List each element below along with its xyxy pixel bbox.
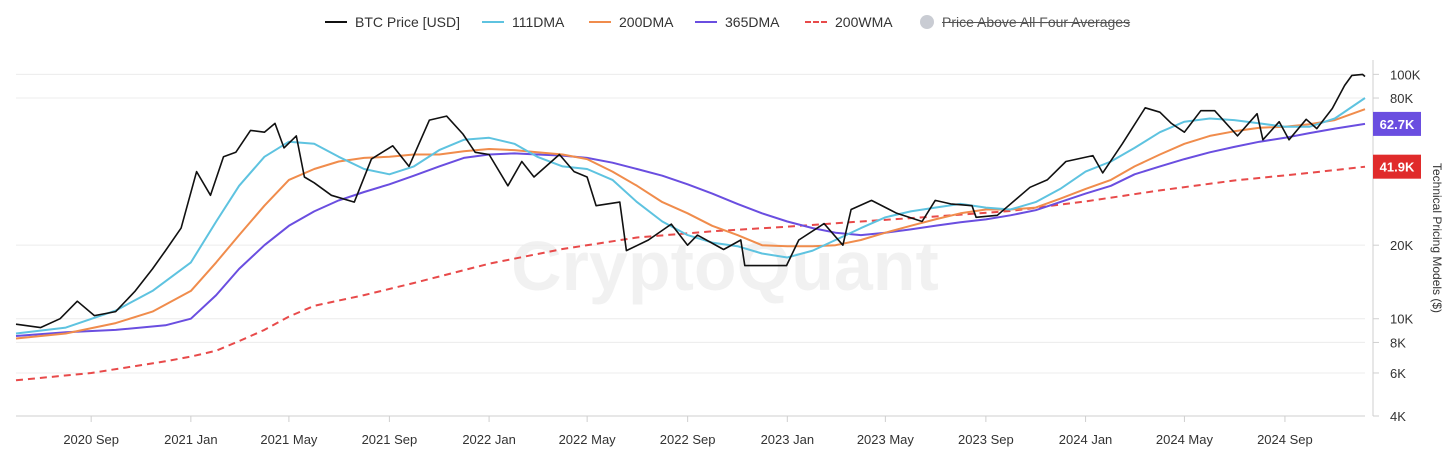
- legend-item-price-above-averages[interactable]: Price Above All Four Averages: [920, 14, 1130, 30]
- value-tag-box: [1373, 154, 1421, 179]
- series-line-111dma: [15, 97, 1366, 335]
- x-tick-label: 2023 Jan: [761, 432, 815, 447]
- value-tag-label: 62.7K: [1380, 117, 1415, 132]
- y-axis-label: Technical Pricing Models ($): [1430, 163, 1444, 313]
- legend-label-111dma: 111DMA: [512, 14, 565, 30]
- x-tick-label: 2021 Sep: [362, 432, 418, 447]
- series-line-200dma: [15, 108, 1366, 340]
- legend-label-200wma: 200WMA: [835, 14, 893, 30]
- legend-label-price-above-averages: Price Above All Four Averages: [942, 14, 1131, 30]
- value-tag-label: 41.9K: [1380, 160, 1415, 175]
- legend-label-200dma: 200DMA: [619, 14, 674, 30]
- legend-item-365dma[interactable]: 365DMA: [695, 14, 779, 30]
- series-layer: [15, 73, 1366, 382]
- y-tick-label: 10K: [1390, 312, 1413, 327]
- x-tick-label: 2021 May: [260, 432, 318, 447]
- legend-item-200wma[interactable]: 200WMA: [805, 14, 893, 30]
- legend-item-btc-price[interactable]: BTC Price [USD]: [325, 14, 460, 30]
- legend-swatch-btc-price: [325, 21, 347, 23]
- x-tick-label: 2022 May: [559, 432, 617, 447]
- legend-swatch-price-above-averages: [920, 15, 934, 29]
- x-tick-label: 2023 Sep: [958, 432, 1014, 447]
- y-tick-label: 80K: [1390, 91, 1413, 106]
- legend-label-btc-price: BTC Price [USD]: [355, 14, 461, 30]
- legend-item-200dma[interactable]: 200DMA: [589, 14, 673, 30]
- y-tick-label: 8K: [1390, 335, 1406, 350]
- x-tick-label: 2021 Jan: [164, 432, 218, 447]
- x-axis: 2020 Sep 2021 Jan 2021 May 2021 Sep 2022 Jan…: [16, 415, 1365, 447]
- legend-swatch-111dma: [482, 21, 504, 23]
- y-tick-label: 6K: [1390, 366, 1406, 381]
- legend-swatch-200wma: [805, 21, 827, 23]
- legend-item-111dma[interactable]: 111DMA: [482, 14, 564, 30]
- y-tick-label: 20K: [1390, 238, 1413, 253]
- x-tick-label: 2024 May: [1156, 432, 1214, 447]
- legend-label-365dma: 365DMA: [725, 14, 780, 30]
- value-tag-box: [1373, 111, 1421, 136]
- series-line-btc-price-usd: [15, 73, 1366, 329]
- y-tick-label: 4K: [1390, 409, 1406, 424]
- gridlines: [16, 73, 1365, 417]
- value-tags: 62.7K 41.9K: [1373, 111, 1421, 179]
- x-tick-label: 2023 May: [857, 432, 915, 447]
- x-tick-label: 2024 Jan: [1059, 432, 1113, 447]
- x-tick-label: 2022 Sep: [660, 432, 716, 447]
- watermark: CryptoQuant: [511, 227, 939, 305]
- x-tick-label: 2024 Sep: [1257, 432, 1313, 447]
- x-tick-label: 2022 Jan: [462, 432, 516, 447]
- series-line-365dma: [15, 122, 1366, 337]
- legend-swatch-200dma: [589, 21, 611, 23]
- legend-swatch-365dma: [695, 21, 717, 23]
- x-tick-label: 2020 Sep: [63, 432, 119, 447]
- series-line-200wma: [15, 165, 1366, 382]
- y-tick-label: 100K: [1390, 67, 1421, 82]
- chart-legend: BTC Price [USD] 111DMA 200DMA 365DMA 200…: [0, 0, 1456, 44]
